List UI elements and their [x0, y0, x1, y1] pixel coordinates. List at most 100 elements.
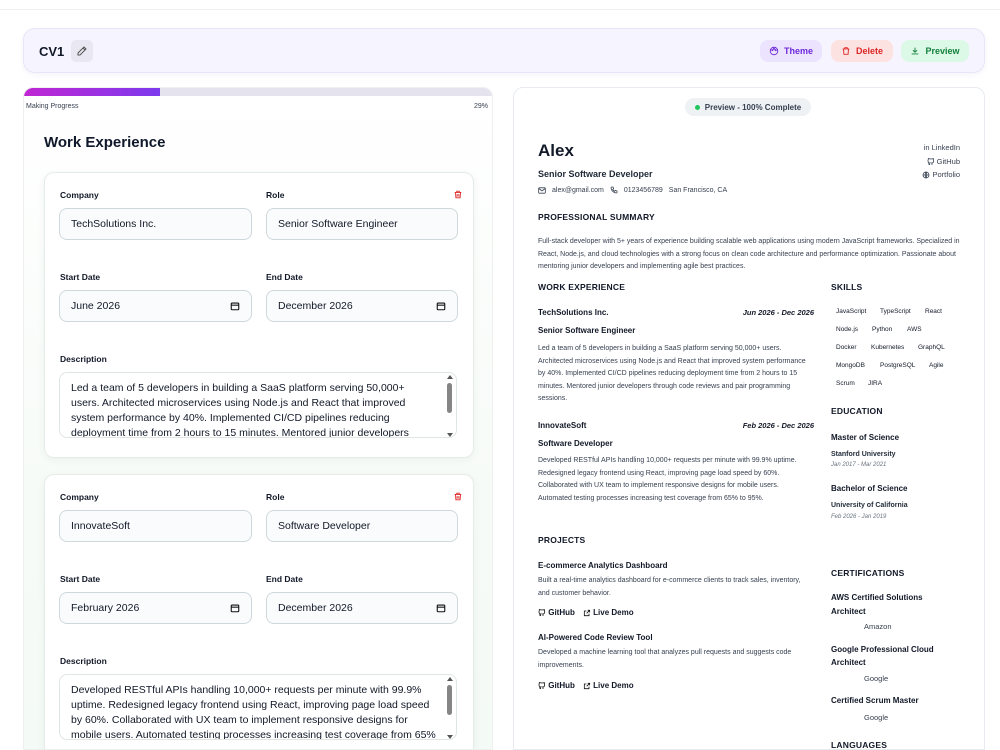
work-company: InnovateSoft	[538, 421, 587, 430]
skill-tag: Node.js	[836, 326, 859, 333]
resume-name: Alex	[538, 141, 574, 160]
role-label: Role	[266, 492, 285, 502]
progress-label: Making Progress	[26, 103, 79, 110]
trash-icon	[454, 492, 462, 501]
skill-tag: JIRA	[868, 380, 883, 387]
preview-status-badge: Preview - 100% Complete	[685, 98, 811, 116]
project-name: E-commerce Analytics Dashboard	[538, 561, 668, 570]
work-description: Led a team of 5 developers in building a…	[538, 345, 806, 402]
summary-text: Full-stack developer with 5+ years of ex…	[538, 238, 960, 270]
calendar-icon	[230, 302, 240, 311]
certification-name-cont: Architect	[831, 658, 866, 667]
github-icon	[927, 157, 934, 165]
profile-links: in LinkedIn GitHub Portfolio	[922, 141, 960, 182]
project-name: AI-Powered Code Review Tool	[538, 633, 653, 642]
work-dates: Jun 2026 - Dec 2026	[742, 308, 814, 317]
skill-tag: Python	[872, 326, 893, 333]
experience-card: Company Role TechSolutions Inc. Senior S…	[44, 172, 474, 458]
certification-issuer: Google	[864, 674, 889, 683]
project-demo-link[interactable]: Live Demo	[583, 608, 634, 617]
description-textarea[interactable]: Led a team of 5 developers in building a…	[59, 372, 457, 438]
portfolio-link[interactable]: Portfolio	[922, 168, 960, 182]
work-description: Developed RESTful APIs handling 10,000+ …	[538, 457, 797, 502]
certifications-heading: CERTIFICATIONS	[831, 568, 905, 578]
start-date-label: Start Date	[60, 574, 101, 584]
certification-name: Google Professional Cloud	[831, 645, 934, 654]
certification-issuer: Amazon	[864, 622, 892, 631]
textarea-scrollbar[interactable]	[446, 375, 454, 437]
education-school: University of California	[831, 502, 908, 509]
company-input[interactable]: InnovateSoft	[59, 510, 252, 542]
description-text: Developed RESTful APIs handling 10,000+ …	[71, 684, 436, 740]
certification-name: Certified Scrum Master	[831, 696, 919, 705]
role-input[interactable]: Software Developer	[266, 510, 458, 542]
work-heading: WORK EXPERIENCE	[538, 282, 626, 292]
progress-percent: 29%	[473, 103, 488, 110]
trash-icon	[454, 190, 462, 199]
project-demo-link[interactable]: Live Demo	[583, 681, 634, 690]
calendar-icon	[230, 604, 240, 613]
palette-icon	[769, 46, 779, 56]
experience-card: Company Role InnovateSoft Software Devel…	[44, 474, 474, 749]
theme-label: Theme	[783, 46, 813, 56]
certification-name-cont: Architect	[831, 607, 866, 616]
mail-icon	[538, 186, 546, 194]
project-description: Developed a machine learning tool that a…	[538, 649, 792, 669]
end-date-input[interactable]: December 2026	[266, 592, 458, 624]
languages-heading: LANGUAGES	[831, 740, 888, 750]
project-links: GitHub Live Demo	[538, 608, 634, 617]
project-github-link[interactable]: GitHub	[538, 608, 575, 617]
end-date-label: End Date	[266, 574, 303, 584]
description-label: Description	[60, 656, 107, 666]
preview-badge-text: Preview - 100% Complete	[704, 102, 802, 112]
company-label: Company	[60, 492, 99, 502]
preview-label: Preview	[925, 46, 960, 56]
company-input[interactable]: TechSolutions Inc.	[59, 208, 252, 240]
contact-phone: 0123456789	[623, 186, 663, 194]
delete-experience-button[interactable]	[453, 489, 463, 507]
section-title: Work Experience	[44, 134, 166, 151]
resume-title: Senior Software Developer	[538, 169, 653, 179]
skill-tag: Docker	[836, 344, 857, 351]
end-date-input[interactable]: December 2026	[266, 290, 458, 322]
summary-heading: PROFESSIONAL SUMMARY	[538, 212, 655, 222]
start-date-input[interactable]: February 2026	[59, 592, 252, 624]
skill-tag: AWS	[907, 326, 922, 333]
project-description: Built a real-time analytics dashboard fo…	[538, 577, 801, 597]
external-link-icon	[583, 609, 590, 616]
work-role: Software Developer	[538, 439, 613, 448]
github-icon	[538, 681, 546, 689]
contact-location: San Francisco, CA	[668, 186, 728, 194]
projects-heading: PROJECTS	[538, 535, 586, 545]
textarea-scrollbar[interactable]	[446, 677, 454, 739]
work-dates: Feb 2026 - Dec 2026	[742, 421, 814, 430]
status-dot	[694, 104, 700, 110]
edit-name-button[interactable]	[71, 40, 93, 62]
work-company: TechSolutions Inc.	[538, 308, 609, 317]
education-degree: Bachelor of Science	[831, 484, 908, 493]
calendar-icon	[436, 302, 446, 311]
delete-experience-button[interactable]	[453, 187, 463, 205]
skill-tag: TypeScript	[880, 308, 911, 315]
education-dates: Jan 2017 - Mar 2021	[831, 462, 887, 468]
theme-button[interactable]: Theme	[760, 40, 822, 62]
resume-preview-panel: Preview - 100% Complete Alex Senior Soft…	[513, 87, 985, 750]
skill-tag: MongoDB	[836, 362, 865, 369]
pencil-icon	[77, 46, 87, 56]
description-textarea[interactable]: Developed RESTful APIs handling 10,000+ …	[59, 674, 457, 740]
linkedin-link[interactable]: in LinkedIn	[923, 143, 960, 152]
description-text: Led a team of 5 developers in building a…	[71, 382, 409, 438]
delete-button[interactable]: Delete	[831, 40, 893, 62]
start-date-input[interactable]: June 2026	[59, 290, 252, 322]
progress-fill	[24, 88, 161, 96]
trash-icon	[842, 47, 850, 55]
preview-button[interactable]: Preview	[901, 40, 969, 62]
skill-tag: Scrum	[836, 380, 855, 387]
description-label: Description	[60, 354, 107, 364]
phone-icon	[610, 186, 618, 194]
role-input[interactable]: Senior Software Engineer	[266, 208, 458, 240]
project-github-link[interactable]: GitHub	[538, 681, 575, 690]
github-link[interactable]: GitHub	[922, 155, 960, 169]
cv-header-bar: CV1 Theme Delete Preview	[23, 28, 985, 73]
editor-panel: Making Progress 29% Work Experience Comp…	[23, 87, 493, 750]
